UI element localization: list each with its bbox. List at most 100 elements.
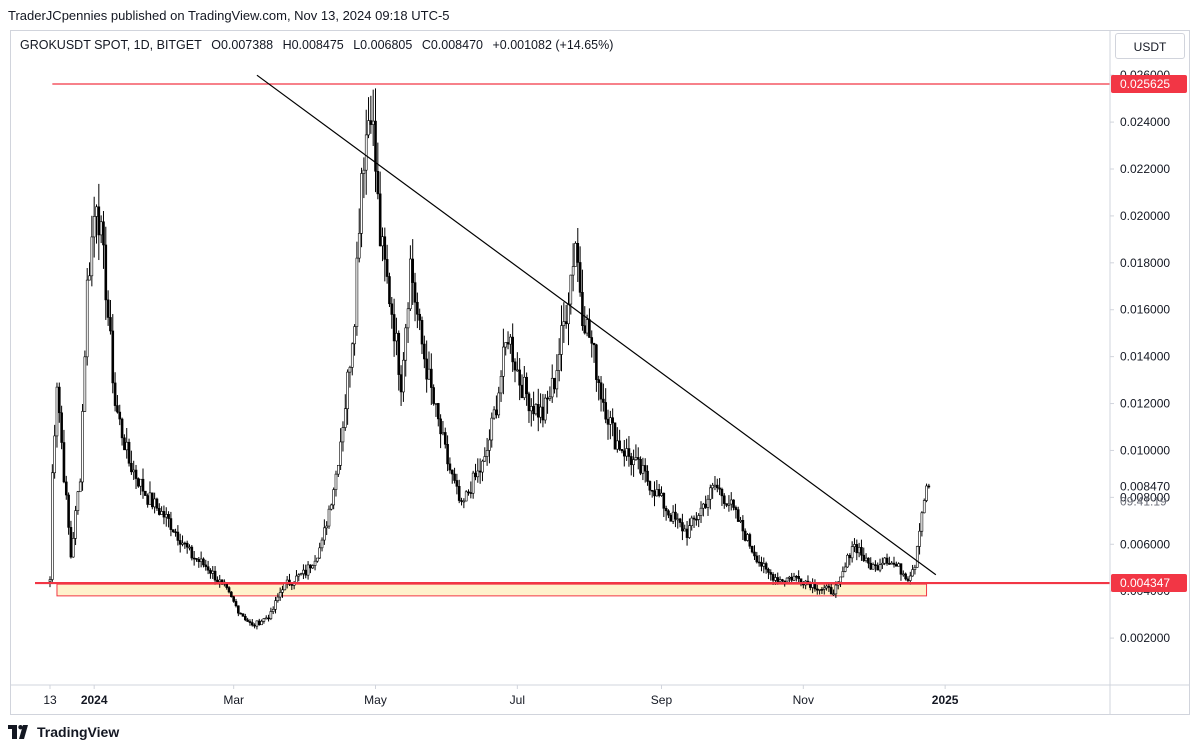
candle	[330, 503, 333, 511]
tradingview-brand[interactable]: TradingView	[8, 722, 119, 742]
candle	[332, 487, 335, 510]
candle-body	[874, 564, 877, 566]
candle-body	[348, 367, 352, 373]
chart-frame	[10, 30, 1190, 715]
candle-body	[343, 408, 347, 428]
candle-body	[676, 518, 680, 521]
candle-body	[297, 574, 301, 577]
candle	[151, 492, 154, 510]
candle	[862, 547, 866, 563]
candle-body	[462, 500, 466, 503]
candle-body	[599, 382, 603, 400]
candle-body	[790, 576, 793, 581]
candle	[453, 467, 456, 484]
candle-body	[425, 358, 428, 380]
candle	[788, 575, 791, 583]
candle	[418, 308, 421, 331]
candle-body	[216, 579, 219, 582]
candle-body	[553, 377, 556, 390]
candle	[722, 493, 726, 509]
y-tick-label: 0.020000	[1120, 209, 1170, 223]
candle-body	[592, 342, 596, 346]
candle	[785, 577, 789, 582]
candle-body	[911, 569, 914, 577]
support-price-label-text: 0.004347	[1120, 576, 1170, 590]
candle-body	[360, 173, 363, 234]
candle-body	[357, 233, 361, 259]
candle-body	[374, 120, 377, 172]
candle	[123, 434, 126, 451]
candle-body	[713, 484, 717, 487]
candle	[439, 414, 442, 449]
candle	[697, 513, 700, 528]
candle	[155, 497, 159, 511]
candle	[51, 464, 54, 582]
candle-body	[583, 325, 587, 334]
candle	[871, 562, 875, 570]
candle	[792, 572, 796, 582]
candle-body	[406, 308, 410, 329]
candle	[357, 208, 361, 263]
candle	[746, 533, 749, 542]
candle-body	[199, 558, 203, 563]
candle	[492, 406, 496, 420]
candle	[867, 557, 870, 569]
candle	[334, 470, 338, 497]
candle	[118, 404, 122, 426]
candle	[383, 227, 387, 282]
candle	[795, 575, 798, 582]
candle	[274, 596, 277, 614]
candle-body	[76, 491, 80, 511]
candle	[74, 505, 77, 546]
candle-body	[557, 354, 561, 371]
candle	[230, 591, 233, 598]
candle-body	[274, 600, 277, 610]
candle	[553, 377, 556, 394]
candle	[109, 300, 112, 335]
candle	[302, 564, 305, 580]
candle-body	[513, 361, 517, 371]
candle-body	[585, 319, 589, 334]
candle-body	[306, 564, 310, 576]
candle-body	[399, 374, 403, 393]
candle-body	[164, 514, 168, 518]
candle-body	[432, 387, 435, 404]
currency-unit-button[interactable]: USDT	[1115, 33, 1185, 59]
candle-body	[913, 566, 917, 570]
candle	[457, 479, 461, 504]
candle-body	[341, 427, 345, 443]
legend-symbol[interactable]: GROKUSDT SPOT, 1D, BITGET	[20, 38, 202, 52]
candle	[313, 555, 317, 571]
candle	[469, 481, 473, 499]
candle	[755, 551, 759, 564]
candle	[632, 449, 635, 477]
candle	[162, 505, 166, 525]
candle-body	[190, 546, 194, 559]
candle	[171, 529, 175, 533]
candle	[527, 391, 531, 423]
candle	[627, 436, 631, 467]
candle-body	[627, 448, 631, 457]
candle-body	[455, 480, 459, 487]
candle-body	[611, 417, 614, 424]
candle	[90, 215, 94, 287]
candle	[190, 544, 194, 561]
candle-body	[450, 469, 454, 475]
candle	[167, 511, 170, 528]
candle-body	[255, 620, 259, 627]
candle-body	[762, 563, 766, 567]
candle	[913, 564, 917, 575]
candle	[906, 576, 910, 583]
candle	[643, 458, 647, 483]
candle-body	[269, 611, 273, 619]
y-tick-label: 0.010000	[1120, 443, 1170, 457]
candle	[353, 324, 356, 356]
candle-body	[271, 609, 275, 612]
candle-body	[467, 491, 470, 494]
candle-body	[141, 478, 145, 492]
candle-body	[378, 193, 382, 247]
candle-body	[548, 396, 552, 399]
candle-body	[330, 504, 333, 510]
candle-body	[527, 393, 531, 412]
